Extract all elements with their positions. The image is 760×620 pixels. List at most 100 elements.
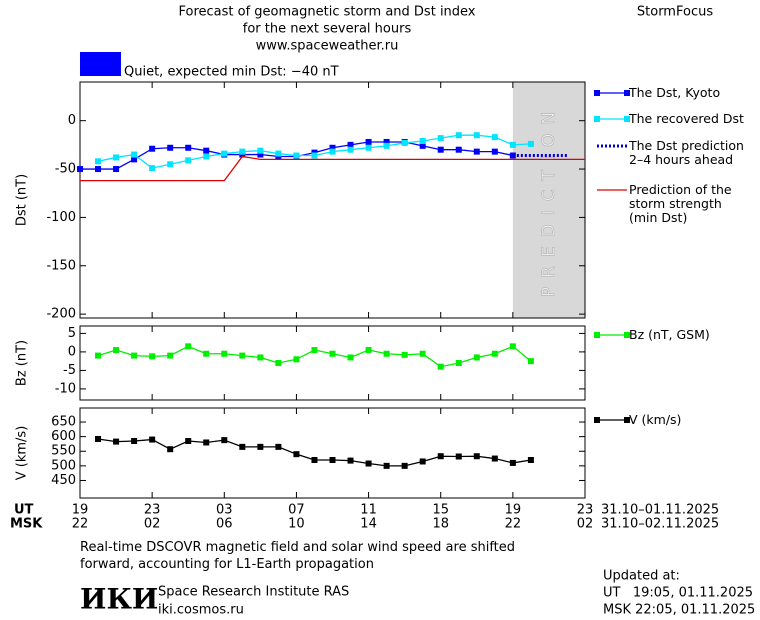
x-tick-label: 07 — [288, 503, 305, 518]
x-tick-label: 11 — [360, 503, 377, 518]
data-point — [113, 166, 120, 173]
status-indicator — [80, 52, 121, 76]
x2-tick-label: 02 — [577, 517, 594, 532]
y-tick-label: 0 — [68, 113, 76, 128]
data-point — [491, 134, 498, 141]
x-axis-label: UT — [14, 503, 34, 518]
data-point — [275, 360, 282, 366]
legend-marker — [624, 417, 630, 423]
site: iki.cosmos.ru — [158, 603, 244, 618]
data-point — [221, 350, 228, 357]
data-point — [365, 460, 372, 467]
x2-tick-label: 22 — [72, 517, 89, 532]
brand: StormFocus — [637, 5, 713, 20]
data-point — [383, 462, 390, 469]
data-point — [383, 142, 390, 149]
data-point — [347, 354, 354, 361]
data-point — [383, 350, 390, 357]
data-point — [419, 350, 426, 357]
data-point — [527, 140, 534, 147]
data-point — [347, 457, 354, 464]
data-point — [149, 436, 156, 443]
y-tick-label: -5 — [63, 363, 76, 378]
x2-tick-label: 02 — [144, 517, 161, 532]
data-point — [167, 352, 174, 359]
plot-frame — [79, 325, 586, 401]
y-tick-label: 650 — [51, 415, 76, 430]
legend-marker — [594, 417, 600, 423]
data-point — [473, 354, 480, 361]
legend-marker — [594, 90, 600, 96]
data-point — [131, 151, 138, 158]
data-point — [401, 139, 408, 146]
data-point — [329, 350, 336, 357]
data-point — [257, 151, 264, 158]
data-point — [419, 138, 426, 144]
data-point — [437, 363, 444, 370]
data-point — [221, 150, 228, 157]
status-text: Quiet, expected min Dst: −40 nT — [124, 65, 339, 80]
legend-entry: The Dst prediction 2–4 hours ahead — [629, 138, 744, 167]
logo: ИКИ — [80, 583, 158, 616]
data-point — [491, 455, 498, 462]
data-point — [239, 443, 246, 450]
data-point — [185, 157, 192, 164]
data-point — [311, 347, 318, 354]
updated-ut: UT 19:05, 01.11.2025 — [603, 586, 753, 601]
data-point — [365, 144, 372, 151]
x2-tick-label: 10 — [288, 517, 305, 532]
legend-entry: The Dst, Kyoto — [629, 85, 721, 100]
y-tick-label: -100 — [46, 210, 76, 225]
legend-marker — [624, 116, 630, 122]
y-tick-label: 5 — [68, 326, 76, 341]
data-point — [113, 347, 120, 354]
data-point — [509, 141, 516, 148]
data-point — [257, 147, 264, 154]
legend-entry: The recovered Dst — [629, 111, 744, 126]
data-point — [437, 135, 444, 142]
data-point — [185, 343, 192, 350]
data-point — [329, 457, 336, 464]
y-tick-label: 600 — [51, 429, 76, 444]
data-point — [509, 343, 516, 350]
data-point — [239, 352, 246, 359]
data-point — [203, 439, 210, 446]
x-tick-label: 19 — [72, 503, 89, 518]
x-tick-label: 23 — [144, 503, 161, 518]
data-point — [311, 152, 318, 159]
data-point — [527, 457, 534, 464]
legend-marker — [594, 116, 600, 122]
data-point — [347, 141, 354, 148]
data-point — [473, 148, 480, 155]
x-tick-label: 15 — [432, 503, 449, 518]
data-point — [293, 451, 300, 458]
data-point — [437, 146, 444, 153]
data-point — [329, 144, 336, 151]
data-point — [185, 144, 192, 151]
data-point — [311, 457, 318, 464]
legend-marker — [624, 332, 630, 338]
y-tick-label: 0 — [68, 344, 76, 359]
y-tick-label: 550 — [51, 444, 76, 459]
legend-marker — [624, 90, 630, 96]
prediction-band — [512, 82, 585, 318]
x2-axis-label: MSK — [10, 517, 43, 532]
legend-marker — [594, 332, 600, 338]
data-point — [509, 459, 516, 466]
legend-entry: V (km/s) — [629, 412, 682, 427]
data-point — [455, 146, 462, 153]
y-tick-label: -200 — [46, 307, 76, 322]
legend-entry: Bz (nT, GSM) — [629, 327, 710, 342]
data-point — [149, 165, 156, 172]
data-point — [95, 166, 102, 173]
data-point — [167, 161, 174, 168]
x2-tick-label: 06 — [216, 517, 233, 532]
institute: Space Research Institute RAS — [158, 585, 349, 600]
y-axis-label: Dst (nT) — [15, 174, 30, 226]
data-point — [419, 142, 426, 149]
y-tick-label: 500 — [51, 458, 76, 473]
data-point — [203, 147, 210, 154]
series-line — [80, 155, 585, 182]
data-point — [257, 443, 264, 450]
